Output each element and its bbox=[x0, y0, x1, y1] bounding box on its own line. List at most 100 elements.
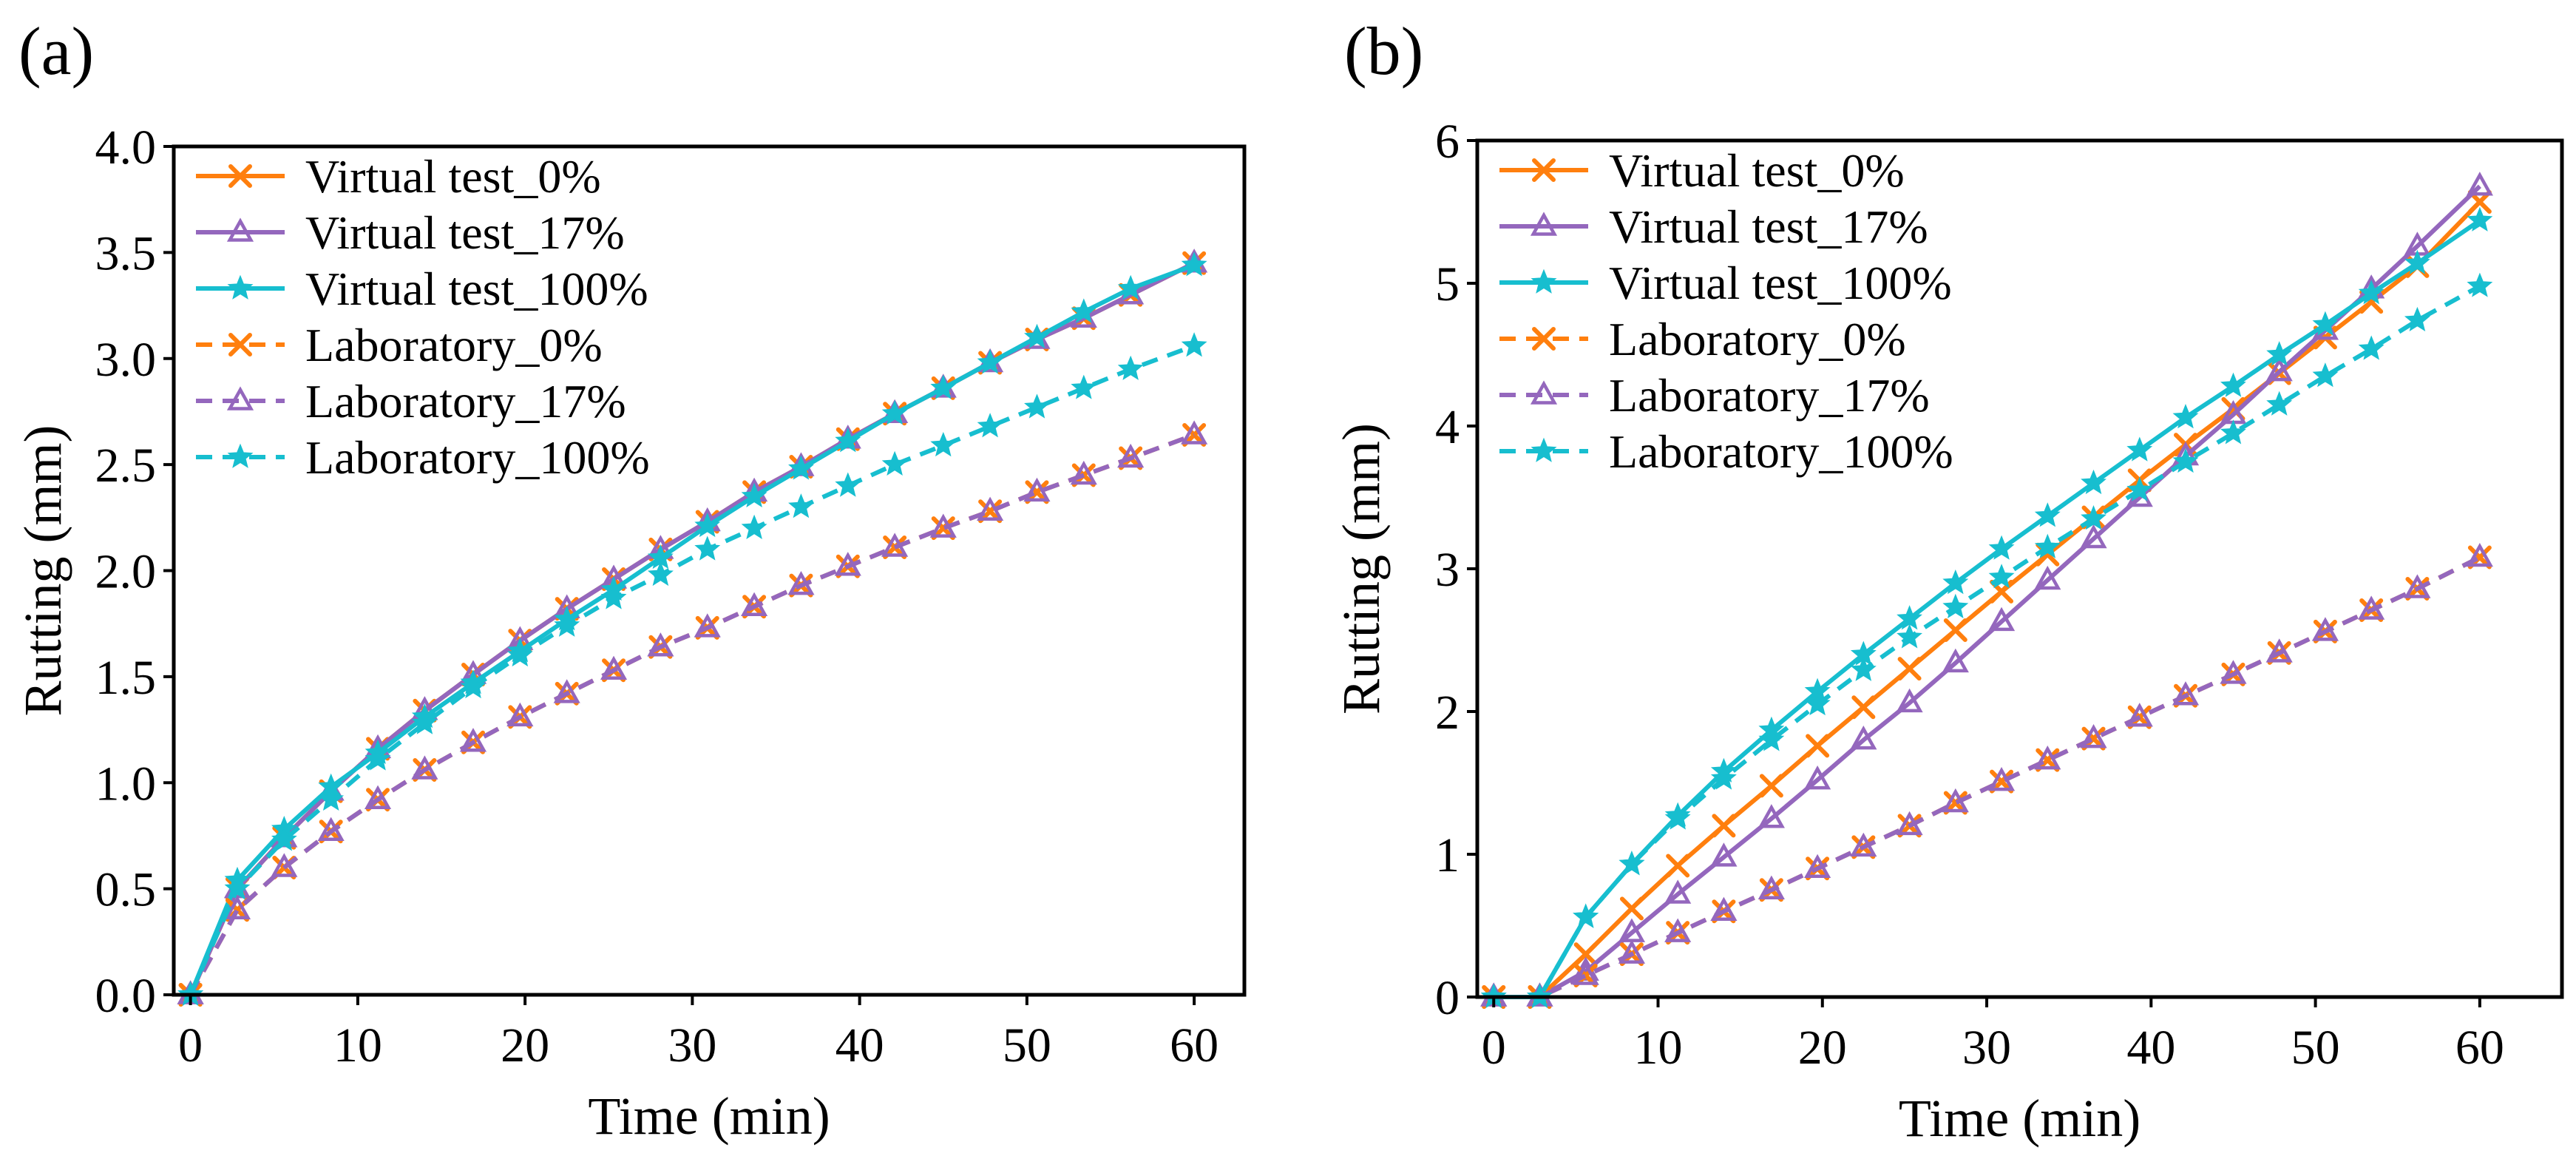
data-point bbox=[1023, 477, 1051, 502]
y-tick-label: 3.5 bbox=[95, 226, 157, 280]
x-tick-label: 0 bbox=[178, 1018, 203, 1072]
data-point bbox=[1117, 355, 1144, 380]
data-point bbox=[2126, 436, 2153, 462]
data-point bbox=[1117, 443, 1145, 468]
series-line-3 bbox=[188, 433, 1196, 996]
data-point bbox=[2081, 505, 2106, 530]
data-point bbox=[2358, 280, 2385, 305]
data-point bbox=[788, 493, 814, 518]
data-point bbox=[1758, 875, 1785, 899]
legend-marker bbox=[1531, 268, 1557, 294]
x-tick-label: 50 bbox=[2291, 1021, 2340, 1075]
data-point bbox=[1942, 648, 1969, 673]
data-point bbox=[1988, 564, 2015, 589]
data-point bbox=[1117, 274, 1144, 300]
data-point bbox=[2220, 660, 2247, 684]
data-point bbox=[741, 482, 767, 507]
data-point bbox=[2404, 249, 2430, 274]
panel-b: (b) 0 10 20 30 40 50 60 0 1 2 3 4 5 6 Time (min) Rutting… bbox=[1332, 13, 2564, 1148]
data-point bbox=[1664, 918, 1692, 942]
panel-label: (b) bbox=[1344, 13, 1423, 89]
y-axis-label: Rutting (mm) bbox=[13, 425, 72, 717]
y-tick-label: 1 bbox=[1435, 828, 1460, 882]
legend-label: Laboratory_0% bbox=[305, 319, 603, 371]
legend-marker bbox=[227, 443, 254, 468]
data-point bbox=[2034, 502, 2061, 527]
legend-marker bbox=[227, 274, 254, 300]
legend-label: Laboratory_100% bbox=[1609, 425, 1953, 478]
x-tick-label: 60 bbox=[1170, 1018, 1218, 1072]
data-point bbox=[1759, 774, 1783, 798]
data-point bbox=[2265, 357, 2293, 382]
data-point bbox=[647, 561, 674, 587]
data-point bbox=[2265, 638, 2293, 663]
legend-marker bbox=[1531, 437, 1557, 462]
x-tick-label: 20 bbox=[1798, 1021, 1847, 1075]
data-point bbox=[2312, 311, 2339, 336]
data-point bbox=[411, 709, 438, 734]
legend-label: Virtual test_0% bbox=[305, 150, 601, 203]
data-point bbox=[1850, 656, 1877, 681]
y-axis-label: Rutting (mm) bbox=[1332, 423, 1391, 714]
y-tick-label: 3.0 bbox=[95, 333, 157, 387]
data-point bbox=[2034, 746, 2061, 770]
data-point bbox=[364, 785, 392, 809]
data-point bbox=[2358, 595, 2385, 620]
data-point bbox=[554, 612, 580, 637]
data-point bbox=[365, 746, 391, 771]
data-point bbox=[1712, 814, 1736, 838]
legend-marker bbox=[226, 386, 254, 410]
y-tick-label: 0.0 bbox=[95, 969, 157, 1023]
data-point bbox=[2358, 335, 2385, 360]
data-point bbox=[460, 673, 487, 699]
legend-marker bbox=[1530, 212, 1558, 236]
legend-label: Virtual test_0% bbox=[1609, 144, 1905, 197]
data-point bbox=[1181, 420, 1208, 445]
data-point bbox=[1942, 593, 1969, 618]
y-tick-label: 1.5 bbox=[95, 651, 157, 705]
data-point bbox=[1710, 765, 1737, 790]
data-point bbox=[2266, 391, 2293, 416]
data-point bbox=[1573, 903, 1599, 928]
data-point bbox=[1850, 832, 1877, 857]
legend-label: Virtual test_17% bbox=[1609, 200, 1928, 253]
data-point bbox=[2220, 419, 2246, 445]
data-point bbox=[271, 826, 297, 851]
panel-a: (a) 0 10 20 30 40 50 60 0.0 0.5 1.0 1.5 2.0 2.5 3.0 3.5… bbox=[13, 13, 1247, 1146]
data-point bbox=[2080, 724, 2107, 748]
data-point bbox=[977, 349, 1003, 374]
data-point bbox=[1896, 811, 1923, 836]
data-point bbox=[835, 428, 861, 453]
data-point bbox=[506, 641, 533, 667]
data-point bbox=[1618, 939, 1646, 964]
series-line-5 bbox=[188, 343, 1196, 996]
data-point bbox=[1987, 606, 2016, 632]
data-point bbox=[1943, 618, 1967, 642]
x-tick-label: 40 bbox=[835, 1018, 884, 1072]
data-point bbox=[2312, 362, 2339, 388]
x-tick-label: 30 bbox=[1962, 1021, 2011, 1075]
data-point bbox=[694, 613, 721, 638]
y-tick-label: 5 bbox=[1435, 257, 1460, 311]
legend-marker bbox=[226, 217, 254, 242]
data-point bbox=[223, 895, 251, 920]
data-point bbox=[2220, 372, 2246, 397]
y-tick-label: 0 bbox=[1435, 971, 1460, 1025]
data-point bbox=[929, 513, 957, 538]
data-point bbox=[881, 533, 909, 557]
data-point bbox=[506, 702, 534, 727]
y-tick-label: 6 bbox=[1435, 115, 1460, 169]
data-point bbox=[2080, 524, 2107, 549]
data-point bbox=[881, 399, 908, 425]
data-point bbox=[1758, 804, 1785, 828]
legend-marker bbox=[1532, 327, 1556, 351]
data-point bbox=[1987, 766, 2016, 791]
data-point bbox=[2172, 447, 2199, 473]
legend-label: Laboratory_17% bbox=[305, 375, 626, 428]
data-point bbox=[318, 785, 345, 811]
data-point bbox=[2467, 206, 2493, 232]
data-point bbox=[2311, 617, 2339, 641]
data-point bbox=[1804, 854, 1831, 879]
data-point bbox=[647, 632, 674, 657]
